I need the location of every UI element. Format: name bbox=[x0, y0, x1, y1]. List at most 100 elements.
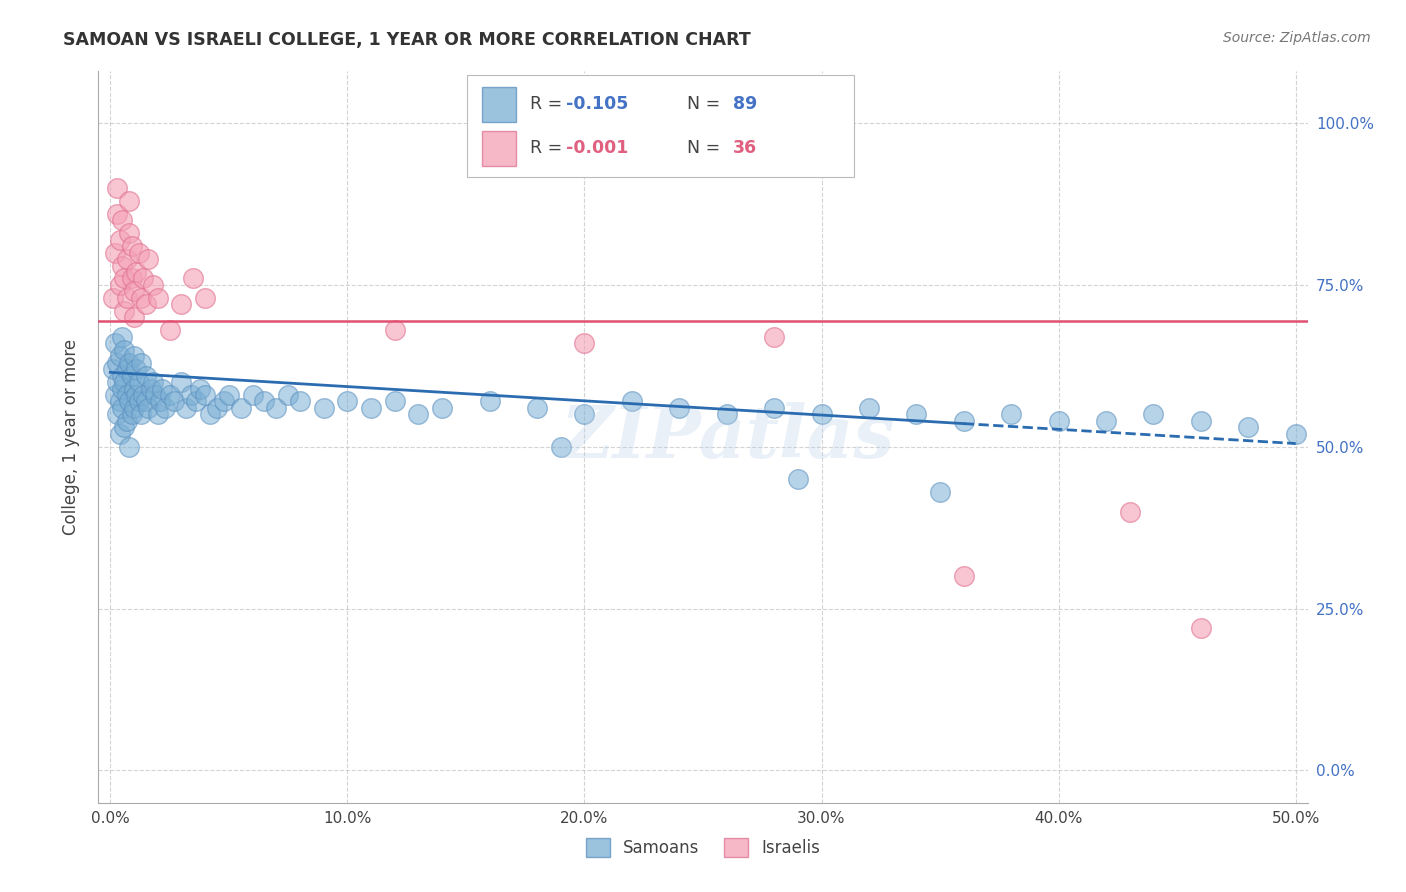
Point bbox=[526, 401, 548, 415]
Point bbox=[118, 394, 141, 409]
Point bbox=[142, 277, 165, 292]
Point bbox=[122, 285, 145, 299]
Point bbox=[101, 291, 124, 305]
Point bbox=[121, 271, 143, 285]
Point bbox=[118, 226, 141, 240]
Point bbox=[132, 388, 155, 402]
Point bbox=[125, 388, 148, 402]
Point bbox=[190, 382, 212, 396]
Point bbox=[574, 336, 596, 351]
Point bbox=[129, 291, 152, 305]
Point bbox=[952, 569, 974, 583]
Point bbox=[118, 194, 141, 208]
Point bbox=[620, 394, 643, 409]
Point bbox=[1047, 414, 1070, 428]
Point bbox=[360, 401, 382, 415]
Point bbox=[121, 368, 143, 383]
Point bbox=[136, 401, 159, 415]
Point bbox=[181, 271, 204, 285]
Point bbox=[170, 375, 193, 389]
Point bbox=[1189, 414, 1212, 428]
Text: -0.105: -0.105 bbox=[567, 95, 628, 113]
Point bbox=[929, 485, 952, 500]
Point bbox=[149, 394, 172, 409]
Point bbox=[253, 394, 276, 409]
Point bbox=[111, 259, 134, 273]
Point bbox=[205, 401, 228, 415]
Point bbox=[108, 349, 131, 363]
Point bbox=[184, 394, 207, 409]
Point bbox=[111, 401, 134, 415]
FancyBboxPatch shape bbox=[482, 87, 516, 122]
Point bbox=[136, 252, 159, 266]
Point bbox=[132, 271, 155, 285]
Text: N =: N = bbox=[688, 139, 725, 157]
Point bbox=[105, 375, 128, 389]
Point bbox=[122, 349, 145, 363]
Point bbox=[550, 440, 572, 454]
Point bbox=[115, 252, 138, 266]
Point bbox=[139, 382, 162, 396]
Point bbox=[1285, 426, 1308, 441]
Point bbox=[101, 362, 124, 376]
Point bbox=[135, 297, 157, 311]
Point bbox=[336, 394, 359, 409]
Point bbox=[143, 388, 166, 402]
Point bbox=[952, 414, 974, 428]
FancyBboxPatch shape bbox=[467, 75, 855, 178]
Point bbox=[111, 382, 134, 396]
Point bbox=[1119, 504, 1142, 518]
Point bbox=[1142, 408, 1164, 422]
Point bbox=[194, 291, 217, 305]
Point bbox=[114, 271, 136, 285]
Text: 89: 89 bbox=[734, 95, 758, 113]
Point bbox=[218, 388, 240, 402]
Point bbox=[114, 343, 136, 357]
Point bbox=[384, 394, 406, 409]
Point bbox=[212, 394, 235, 409]
Point bbox=[108, 233, 131, 247]
Point bbox=[146, 408, 169, 422]
Point bbox=[108, 394, 131, 409]
Y-axis label: College, 1 year or more: College, 1 year or more bbox=[62, 339, 80, 535]
Point bbox=[384, 323, 406, 337]
Point bbox=[288, 394, 311, 409]
Point bbox=[194, 388, 217, 402]
Point bbox=[105, 207, 128, 221]
Point bbox=[786, 472, 808, 486]
Point bbox=[128, 245, 150, 260]
Point bbox=[170, 297, 193, 311]
Point bbox=[128, 394, 150, 409]
Point bbox=[312, 401, 335, 415]
Text: -0.001: -0.001 bbox=[567, 139, 628, 157]
Point bbox=[122, 310, 145, 325]
Point bbox=[1189, 621, 1212, 635]
Point bbox=[905, 408, 928, 422]
Point bbox=[105, 408, 128, 422]
Text: 36: 36 bbox=[734, 139, 758, 157]
Point bbox=[142, 375, 165, 389]
Point bbox=[122, 401, 145, 415]
Point bbox=[105, 356, 128, 370]
Point bbox=[108, 277, 131, 292]
Point bbox=[135, 394, 157, 409]
Point bbox=[478, 394, 501, 409]
Point bbox=[121, 408, 143, 422]
Point bbox=[114, 303, 136, 318]
Point bbox=[163, 394, 186, 409]
Text: R =: R = bbox=[530, 139, 568, 157]
Point bbox=[108, 426, 131, 441]
Point bbox=[135, 368, 157, 383]
Point bbox=[153, 401, 176, 415]
Point bbox=[105, 181, 128, 195]
Point bbox=[198, 408, 221, 422]
Point bbox=[858, 401, 880, 415]
Text: R =: R = bbox=[530, 95, 568, 113]
Point bbox=[125, 362, 148, 376]
Legend: Samoans, Israelis: Samoans, Israelis bbox=[579, 831, 827, 864]
Point bbox=[716, 408, 738, 422]
Point bbox=[111, 368, 134, 383]
Point bbox=[129, 356, 152, 370]
Point bbox=[129, 408, 152, 422]
Point bbox=[122, 382, 145, 396]
